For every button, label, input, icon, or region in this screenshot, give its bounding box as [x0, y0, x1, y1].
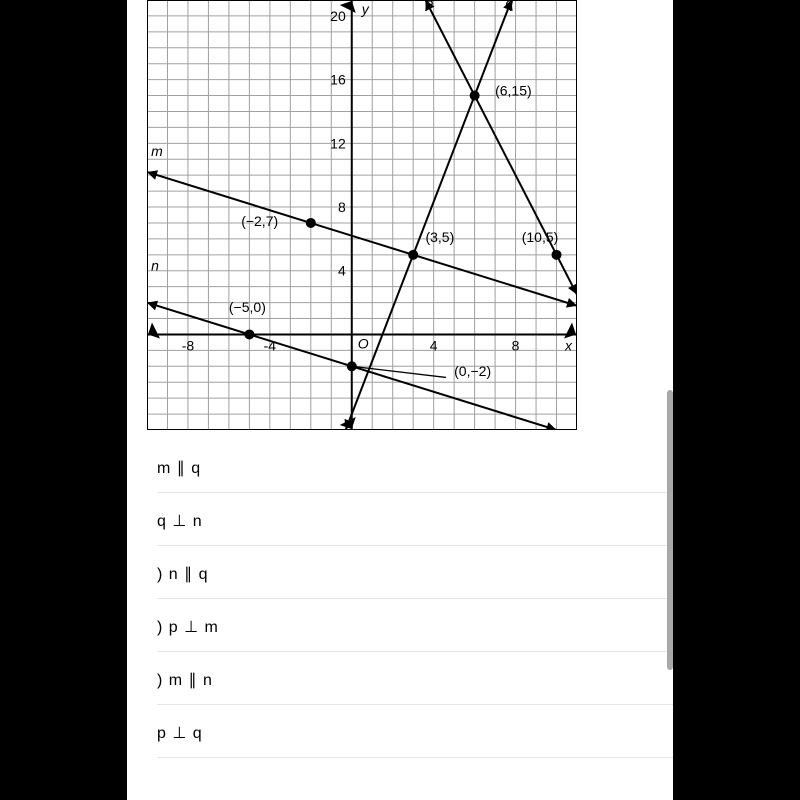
- graph-container: -8-44848121620yxOmnpq(−2,7)(3,5)(6,15)(1…: [127, 0, 673, 430]
- svg-text:x: x: [564, 337, 573, 353]
- scrollbar-thumb[interactable]: [667, 390, 673, 670]
- answer-option[interactable]: q ⊥ n: [157, 493, 673, 546]
- svg-text:m: m: [151, 143, 163, 159]
- answer-option[interactable]: m ∥ q: [157, 440, 673, 493]
- answer-option[interactable]: ) p ⊥ m: [157, 599, 673, 652]
- svg-text:8: 8: [338, 199, 346, 215]
- svg-text:-8: -8: [182, 337, 195, 353]
- svg-text:12: 12: [330, 135, 346, 151]
- svg-text:O: O: [358, 335, 369, 351]
- svg-text:(10,5): (10,5): [522, 229, 559, 245]
- answer-list: m ∥ qq ⊥ n) n ∥ q) p ⊥ m) m ∥ n p ⊥ q: [127, 430, 673, 758]
- svg-text:4: 4: [338, 263, 346, 279]
- svg-text:(−5,0): (−5,0): [229, 299, 266, 315]
- answer-option[interactable]: p ⊥ q: [157, 705, 673, 758]
- coordinate-graph: -8-44848121620yxOmnpq(−2,7)(3,5)(6,15)(1…: [147, 0, 577, 430]
- svg-text:4: 4: [430, 337, 438, 353]
- svg-text:20: 20: [330, 8, 346, 24]
- answer-option[interactable]: ) n ∥ q: [157, 546, 673, 599]
- svg-text:(0,−2): (0,−2): [454, 363, 491, 379]
- page: -8-44848121620yxOmnpq(−2,7)(3,5)(6,15)(1…: [127, 0, 673, 800]
- answer-option[interactable]: ) m ∥ n: [157, 652, 673, 705]
- svg-text:8: 8: [512, 337, 520, 353]
- svg-text:16: 16: [330, 72, 346, 88]
- svg-text:(−2,7): (−2,7): [241, 213, 278, 229]
- svg-text:y: y: [361, 1, 370, 17]
- svg-text:(6,15): (6,15): [495, 83, 532, 99]
- svg-text:(3,5): (3,5): [425, 229, 454, 245]
- svg-text:q: q: [505, 0, 513, 11]
- svg-text:n: n: [151, 258, 159, 274]
